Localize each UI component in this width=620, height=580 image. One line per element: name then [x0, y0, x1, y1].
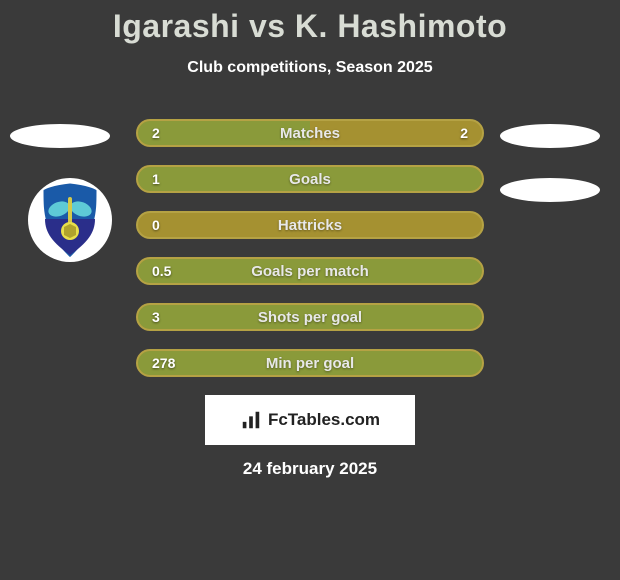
stat-left-value: 3 — [152, 309, 160, 325]
date-text: 24 february 2025 — [0, 459, 620, 479]
bar-chart-icon — [240, 409, 262, 431]
branding-label: FcTables.com — [268, 410, 380, 430]
stat-left-value: 278 — [152, 355, 175, 371]
stat-label: Matches — [280, 125, 340, 142]
team-crest — [28, 178, 112, 262]
stat-row: 0.5 Goals per match — [136, 257, 484, 285]
stat-row: 278 Min per goal — [136, 349, 484, 377]
stat-label: Goals — [289, 171, 331, 188]
decorative-ellipse — [500, 124, 600, 148]
stat-label: Shots per goal — [258, 309, 362, 326]
decorative-ellipse — [500, 178, 600, 202]
stat-left-value: 0.5 — [152, 263, 171, 279]
page-title: Igarashi vs K. Hashimoto — [0, 0, 620, 45]
stat-row: 1 Goals — [136, 165, 484, 193]
stat-left-value: 2 — [152, 125, 160, 141]
stats-container: 2 Matches 2 1 Goals 0 Hattricks 0.5 Goals per ma… — [136, 119, 484, 377]
branding-badge[interactable]: FcTables.com — [205, 395, 415, 445]
shield-icon — [39, 183, 101, 257]
stat-right-value: 2 — [460, 125, 468, 141]
stat-row: 2 Matches 2 — [136, 119, 484, 147]
stat-left-value: 0 — [152, 217, 160, 233]
stat-row: 0 Hattricks — [136, 211, 484, 239]
stat-label: Min per goal — [266, 355, 354, 372]
subtitle: Club competitions, Season 2025 — [0, 59, 620, 77]
stat-label: Goals per match — [251, 263, 369, 280]
stat-left-value: 1 — [152, 171, 160, 187]
stat-label: Hattricks — [278, 217, 342, 234]
decorative-ellipse — [10, 124, 110, 148]
stat-row: 3 Shots per goal — [136, 303, 484, 331]
